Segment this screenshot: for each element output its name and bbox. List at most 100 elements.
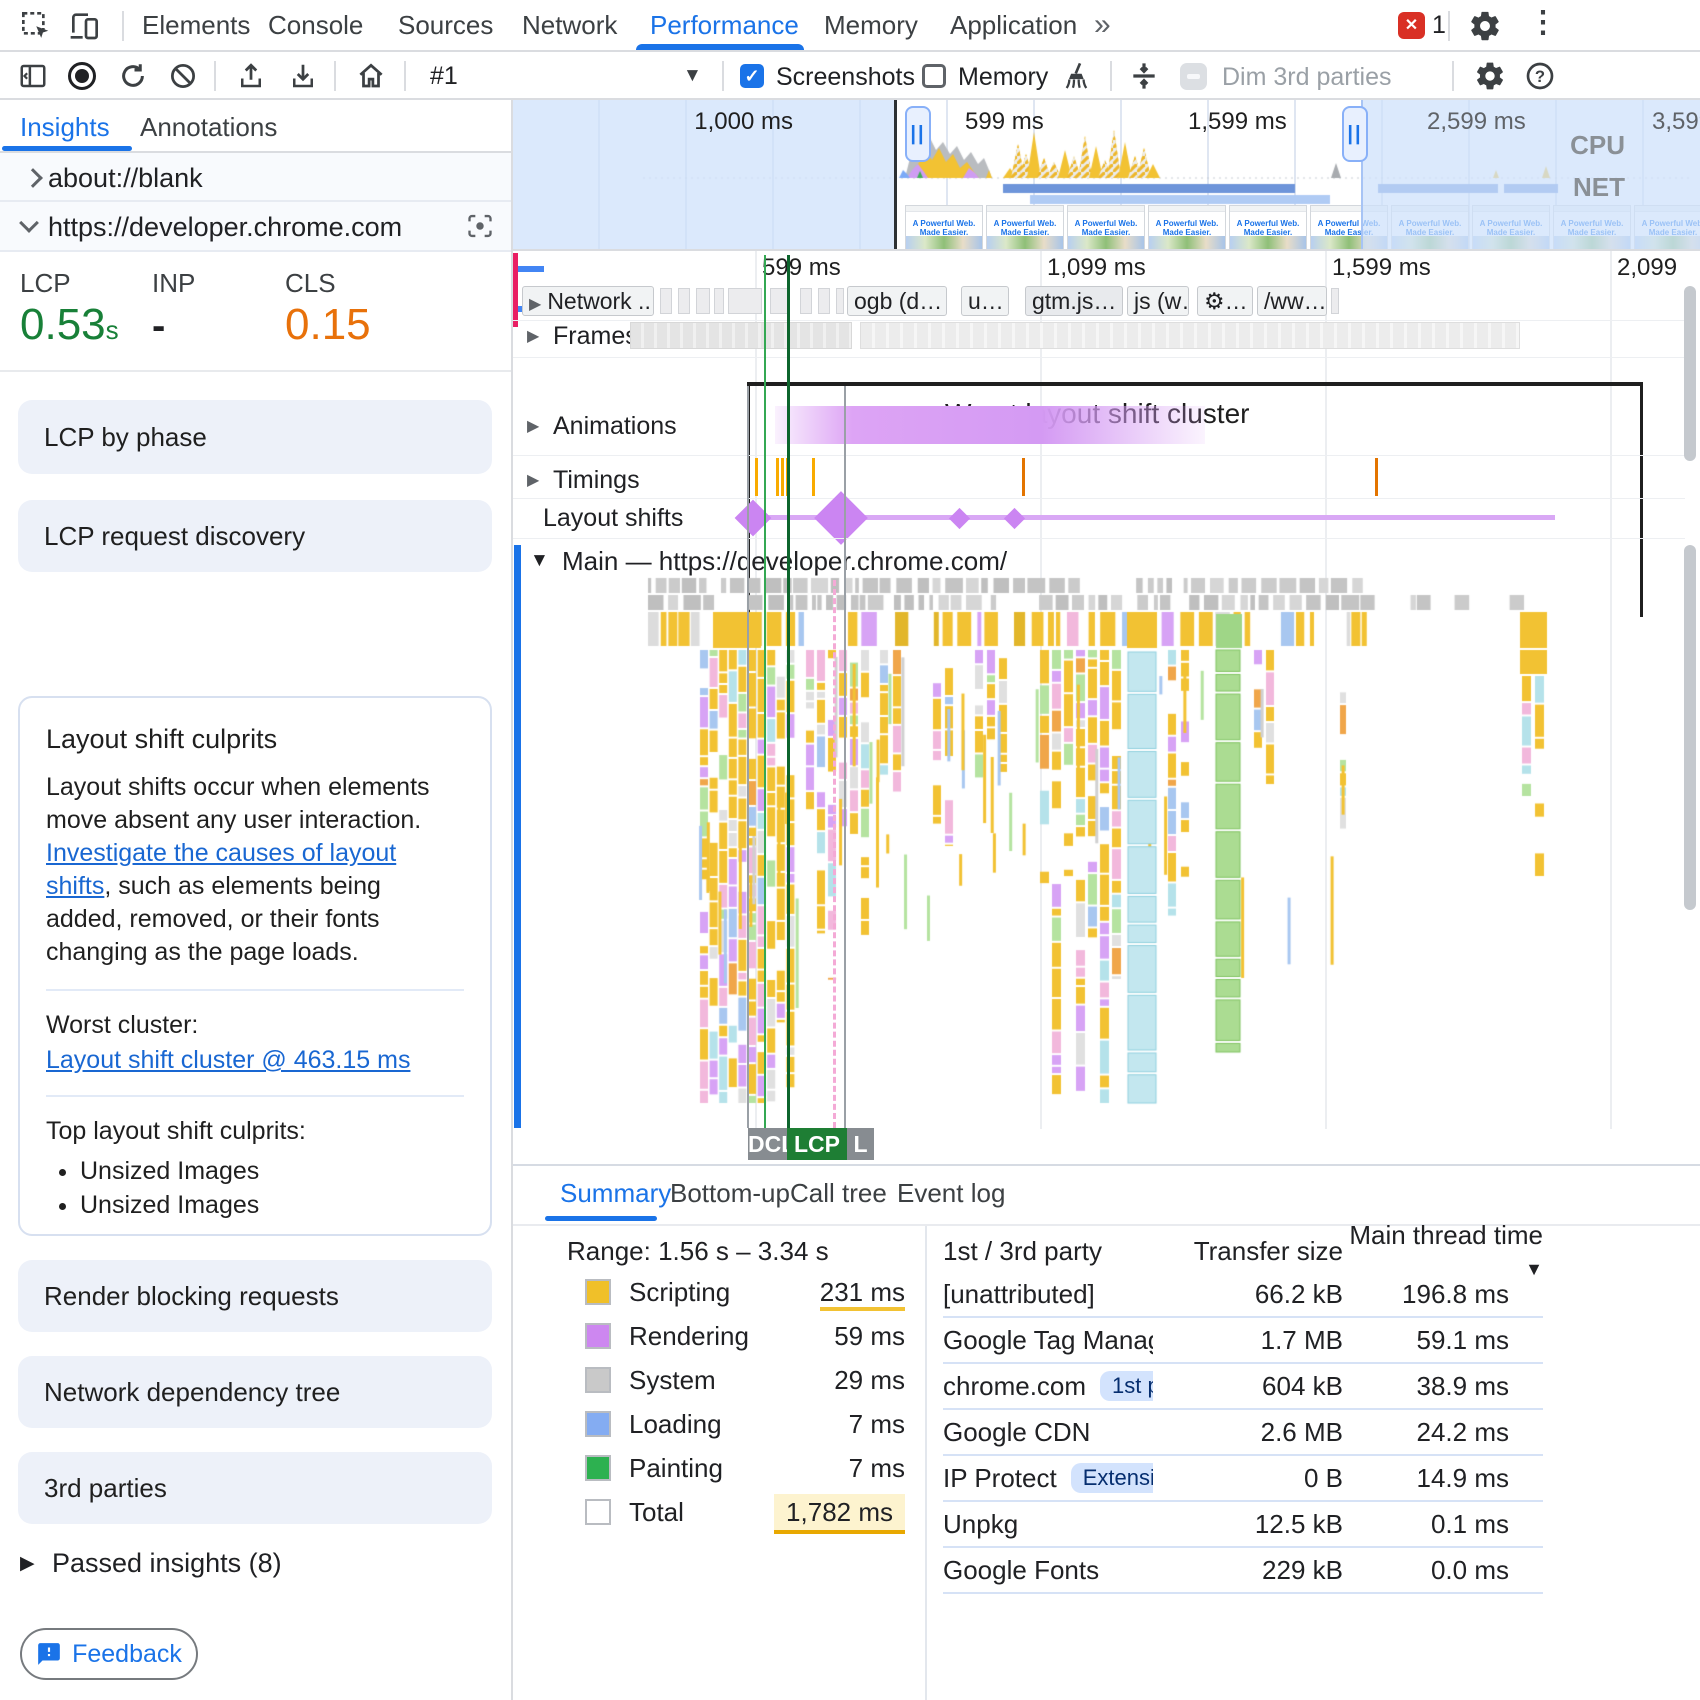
settings-gear-icon[interactable] (1468, 9, 1502, 48)
screenshots-checkbox[interactable]: ✓ (740, 64, 764, 88)
memory-checkbox[interactable] (922, 64, 946, 88)
tab-memory[interactable]: Memory (824, 10, 918, 40)
tab-event-log[interactable]: Event log (897, 1178, 1006, 1208)
network-track-label[interactable]: ▶ Network .. (522, 286, 654, 316)
inspect-element-icon[interactable] (20, 10, 52, 47)
kebab-menu-icon[interactable]: ⋮ (1528, 6, 1558, 39)
insight-card-network-dependency-tree[interactable]: Network dependency tree (18, 1356, 492, 1428)
main-thread-flame-chart[interactable] (513, 560, 1700, 1130)
table-row[interactable]: Google Tag Manager 1.7 MB 59.1 ms (943, 1318, 1543, 1364)
col-transfer-size[interactable]: Transfer size (1193, 1235, 1343, 1266)
timeline-overview-minimap[interactable]: A Powerful Web. Made Easier. A Powerful We… (513, 100, 1700, 250)
insight-card-layout-shift-culprits[interactable]: Layout shift culprits Layout shifts occu… (18, 696, 492, 1236)
network-request-segment[interactable] (660, 288, 672, 314)
table-row[interactable]: Unpkg 12.5 kB 0.1 ms (943, 1502, 1543, 1548)
more-tabs-chevron[interactable]: » (1094, 8, 1111, 41)
capture-settings-gear-icon[interactable] (1474, 60, 1506, 97)
error-badge-icon[interactable]: ✕ (1398, 12, 1425, 39)
frame-bar[interactable] (630, 322, 852, 349)
frames-track-label[interactable]: Frames (553, 322, 638, 350)
timing-marker[interactable] (812, 458, 815, 496)
tab-call-tree[interactable]: Call tree (790, 1178, 887, 1208)
network-request-chip[interactable]: js (w… (1127, 286, 1189, 316)
screenshot-thumbnail[interactable]: A Powerful Web.Made Easier. (1229, 205, 1307, 250)
tab-performance[interactable]: Performance (650, 10, 799, 40)
network-request-chip[interactable]: gtm.js… (1025, 286, 1123, 316)
collapse-tracks-icon[interactable] (1128, 60, 1160, 97)
network-request-segment[interactable] (678, 288, 690, 314)
window-handle-left[interactable]: || (905, 106, 931, 162)
network-request-segment[interactable] (800, 288, 812, 314)
session-selector[interactable]: #1 (430, 62, 458, 90)
table-row[interactable]: IP Protect Extension 0 B 14.9 ms (943, 1456, 1543, 1502)
col-party[interactable]: 1st / 3rd party (943, 1235, 1102, 1266)
network-request-segment[interactable] (1331, 288, 1339, 314)
timing-marker[interactable] (781, 458, 784, 496)
dim-3rd-parties-toggle[interactable] (1180, 63, 1207, 90)
table-row[interactable]: chrome.com 1st party 604 kB 38.9 ms (943, 1364, 1543, 1410)
insight-card-lcp-by-phase[interactable]: LCP by phase (18, 400, 492, 474)
tab-elements[interactable]: Elements (142, 10, 251, 40)
scrollbar-thumb[interactable] (1684, 545, 1696, 910)
animations-expander-icon[interactable]: ▶ (527, 418, 540, 435)
reload-record-icon[interactable] (118, 61, 148, 96)
network-request-segment[interactable] (696, 288, 710, 314)
network-request-segment[interactable] (714, 288, 724, 314)
animation-bar[interactable] (775, 406, 1205, 444)
animations-track-label[interactable]: Animations (553, 412, 677, 440)
screenshot-thumbnail[interactable]: A Powerful Web.Made Easier. (1148, 205, 1226, 250)
nav-row-developer-chrome[interactable]: https://developer.chrome.com (0, 202, 511, 252)
download-profile-icon[interactable] (288, 61, 318, 96)
network-request-chip[interactable]: ⚙… (1197, 286, 1253, 316)
memory-checkbox-label[interactable]: Memory (958, 63, 1049, 91)
dim-3rd-parties-label[interactable]: Dim 3rd parties (1222, 63, 1392, 91)
garbage-collect-icon[interactable] (1062, 60, 1094, 97)
insight-card-render-blocking[interactable]: Render blocking requests (18, 1260, 492, 1332)
screenshot-target-icon[interactable] (466, 212, 494, 245)
tab-application[interactable]: Application (950, 10, 1078, 40)
scrollbar-thumb[interactable] (1684, 286, 1696, 461)
network-request-segment[interactable] (728, 288, 762, 314)
table-row[interactable]: Google CDN 2.6 MB 24.2 ms (943, 1410, 1543, 1456)
clear-icon[interactable] (168, 61, 198, 96)
feedback-button[interactable]: Feedback (20, 1628, 198, 1680)
panel-toggle-icon[interactable] (18, 61, 48, 96)
home-icon[interactable] (356, 61, 386, 96)
screenshots-label[interactable]: Screenshots (776, 63, 915, 91)
network-request-chip[interactable]: u… (961, 286, 1009, 316)
window-handle-right[interactable]: || (1342, 106, 1368, 162)
upload-profile-icon[interactable] (236, 61, 266, 96)
tab-annotations[interactable]: Annotations (140, 112, 278, 142)
nav-row-about-blank[interactable]: about://blank (0, 153, 511, 202)
network-request-chip[interactable]: ogb (d… (847, 286, 947, 316)
timing-marker[interactable] (776, 458, 779, 496)
timing-marker[interactable] (1375, 458, 1378, 496)
network-request-segment[interactable] (818, 288, 830, 314)
timing-marker[interactable] (1022, 458, 1025, 496)
worst-cluster-link[interactable]: Layout shift cluster @ 463.15 ms (46, 1046, 411, 1074)
tab-sources[interactable]: Sources (398, 10, 494, 40)
session-dropdown-caret[interactable]: ▼ (683, 65, 702, 86)
device-toolbar-icon[interactable] (68, 10, 100, 47)
tab-insights[interactable]: Insights (20, 112, 110, 142)
insight-card-lcp-request-discovery[interactable]: LCP request discovery (18, 500, 492, 572)
timings-track-label[interactable]: Timings (553, 466, 640, 494)
tab-summary[interactable]: Summary (560, 1178, 672, 1208)
passed-insights-expander-icon[interactable]: ▶ (20, 1553, 35, 1574)
frames-expander-icon[interactable]: ▶ (527, 328, 540, 345)
table-row[interactable]: [unattributed] 66.2 kB 196.8 ms (943, 1272, 1543, 1318)
chevron-down-icon[interactable] (19, 213, 39, 233)
layout-shifts-track-label[interactable]: Layout shifts (543, 504, 684, 532)
screenshot-thumbnail[interactable]: A Powerful Web.Made Easier. (905, 205, 983, 250)
investigate-layout-shifts-link[interactable]: Investigate the causes of layout shifts (46, 839, 397, 900)
tab-bottom-up[interactable]: Bottom-up (670, 1178, 790, 1208)
network-request-segment[interactable] (836, 288, 844, 314)
chevron-right-icon[interactable] (23, 168, 43, 188)
tab-console[interactable]: Console (268, 10, 364, 40)
col-main-thread-time[interactable]: Main thread time ▼ (1349, 1220, 1543, 1279)
screenshot-thumbnail[interactable]: A Powerful Web.Made Easier. (1067, 205, 1145, 250)
screenshot-thumbnail[interactable]: A Powerful Web.Made Easier. (986, 205, 1064, 250)
timing-marker[interactable] (755, 458, 758, 496)
passed-insights-label[interactable]: Passed insights (8) (52, 1548, 282, 1578)
table-row[interactable]: Google Fonts 229 kB 0.0 ms (943, 1548, 1543, 1594)
